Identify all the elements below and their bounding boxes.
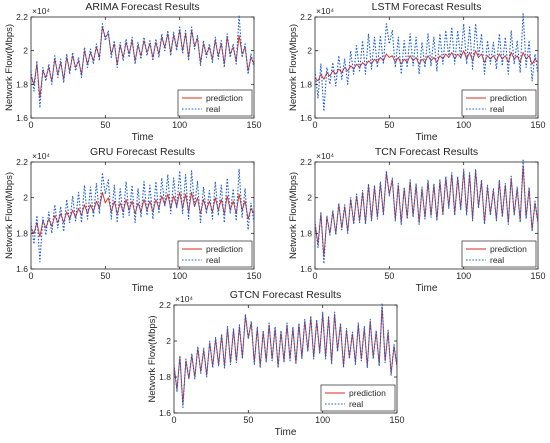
y-tick-label: 2 bbox=[166, 336, 171, 346]
x-tick-label: 0 bbox=[312, 120, 317, 130]
y-tick-label: 2.2 bbox=[159, 300, 171, 310]
legend-label: prediction bbox=[206, 93, 243, 103]
series-line-real bbox=[173, 302, 398, 409]
y-tick-label: 1.6 bbox=[16, 113, 28, 123]
y-tick-label: 2 bbox=[23, 46, 28, 56]
series-line-prediction bbox=[30, 191, 255, 238]
x-axis-label: Time bbox=[275, 427, 297, 438]
chart-panel-0: 0 50 100 150 1.6 1.8 2 2.2 ARIMA Forecast Result… bbox=[4, 1, 262, 143]
legend-box bbox=[461, 89, 537, 117]
legend-label: real bbox=[490, 104, 504, 114]
legend-label: real bbox=[349, 399, 363, 409]
y-tick-label: 1.8 bbox=[300, 228, 312, 238]
y-tick-label: 2.2 bbox=[16, 12, 28, 22]
y-tick-label: 2.2 bbox=[300, 12, 312, 22]
y-tick-label: 1.8 bbox=[159, 372, 171, 382]
legend-label: prediction bbox=[349, 388, 386, 398]
y-axis-label: Network Flow(Mbps) bbox=[288, 172, 299, 259]
legend-label: prediction bbox=[490, 244, 527, 254]
x-tick-label: 100 bbox=[456, 120, 471, 130]
legend-label: prediction bbox=[490, 93, 527, 103]
x-tick-label: 150 bbox=[246, 120, 261, 130]
x-tick-label: 50 bbox=[100, 271, 110, 281]
y-axis-label: Network Flow(Mbps) bbox=[288, 24, 299, 111]
x-axis-label: Time bbox=[132, 132, 154, 143]
legend-label: prediction bbox=[206, 244, 243, 254]
exponent-label: ×10⁴ bbox=[32, 151, 50, 161]
x-tick-label: 0 bbox=[28, 120, 33, 130]
x-tick-label: 50 bbox=[100, 120, 110, 130]
legend-label: real bbox=[206, 104, 220, 114]
x-axis-label: Time bbox=[416, 283, 438, 294]
x-tick-label: 0 bbox=[171, 415, 176, 425]
x-tick-label: 100 bbox=[172, 271, 187, 281]
y-tick-label: 2.2 bbox=[16, 157, 28, 167]
series-line-prediction bbox=[314, 50, 539, 82]
y-tick-label: 1.6 bbox=[300, 264, 312, 274]
legend-box bbox=[177, 240, 253, 268]
y-tick-label: 1.6 bbox=[300, 113, 312, 123]
series-line-real bbox=[314, 159, 539, 265]
y-axis-label: Network Flow(Mbps) bbox=[147, 315, 158, 402]
exponent-label: ×10⁴ bbox=[316, 6, 334, 16]
x-tick-label: 100 bbox=[172, 120, 187, 130]
legend-box bbox=[177, 89, 253, 117]
y-tick-label: 2 bbox=[307, 46, 312, 56]
chart-title: ARIMA Forecast Results bbox=[85, 1, 199, 13]
x-tick-label: 100 bbox=[456, 271, 471, 281]
y-tick-label: 2.2 bbox=[300, 157, 312, 167]
y-tick-label: 1.8 bbox=[16, 228, 28, 238]
exponent-label: ×10⁴ bbox=[175, 294, 193, 304]
y-tick-label: 1.8 bbox=[16, 79, 28, 89]
chart-panel-1: 0 50 100 150 1.6 1.8 2 2.2 LSTM Forecast Results… bbox=[288, 1, 546, 143]
x-tick-label: 0 bbox=[312, 271, 317, 281]
x-axis-label: Time bbox=[132, 283, 154, 294]
x-tick-label: 150 bbox=[246, 271, 261, 281]
chart-title: GTCN Forecast Results bbox=[230, 289, 341, 301]
chart-panel-3: 0 50 100 150 1.6 1.8 2 2.2 TCN Forecast Results ×… bbox=[288, 146, 546, 294]
y-axis-label: Network Flow(Mbps) bbox=[4, 24, 15, 111]
legend-box bbox=[461, 240, 537, 268]
x-tick-label: 150 bbox=[530, 120, 545, 130]
x-axis-label: Time bbox=[416, 132, 438, 143]
y-axis-label: Network Flow(Mbps) bbox=[4, 172, 15, 259]
series-line-real bbox=[30, 14, 255, 109]
chart-panel-2: 0 50 100 150 1.6 1.8 2 2.2 GRU Forecast Results ×… bbox=[4, 146, 262, 294]
exponent-label: ×10⁴ bbox=[32, 6, 50, 16]
legend-label: real bbox=[490, 255, 504, 265]
y-tick-label: 2 bbox=[23, 193, 28, 203]
legend-box bbox=[320, 384, 396, 412]
y-tick-label: 1.6 bbox=[16, 264, 28, 274]
series-line-real bbox=[30, 168, 255, 263]
legend-label: real bbox=[206, 255, 220, 265]
x-tick-label: 100 bbox=[315, 415, 330, 425]
x-tick-label: 150 bbox=[530, 271, 545, 281]
x-tick-label: 0 bbox=[28, 271, 33, 281]
x-tick-label: 50 bbox=[384, 271, 394, 281]
chart-title: GRU Forecast Results bbox=[90, 146, 195, 158]
y-tick-label: 1.8 bbox=[300, 79, 312, 89]
x-tick-label: 50 bbox=[243, 415, 253, 425]
chart-title: LSTM Forecast Results bbox=[372, 1, 482, 13]
y-tick-label: 1.6 bbox=[159, 408, 171, 418]
chart-title: TCN Forecast Results bbox=[375, 146, 478, 158]
x-tick-label: 150 bbox=[389, 415, 404, 425]
y-tick-label: 2 bbox=[307, 193, 312, 203]
chart-panel-4: 0 50 100 150 1.6 1.8 2 2.2 GTCN Forecast Results… bbox=[147, 289, 405, 438]
x-tick-label: 50 bbox=[384, 120, 394, 130]
exponent-label: ×10⁴ bbox=[316, 151, 334, 161]
series-line-real bbox=[314, 13, 539, 112]
